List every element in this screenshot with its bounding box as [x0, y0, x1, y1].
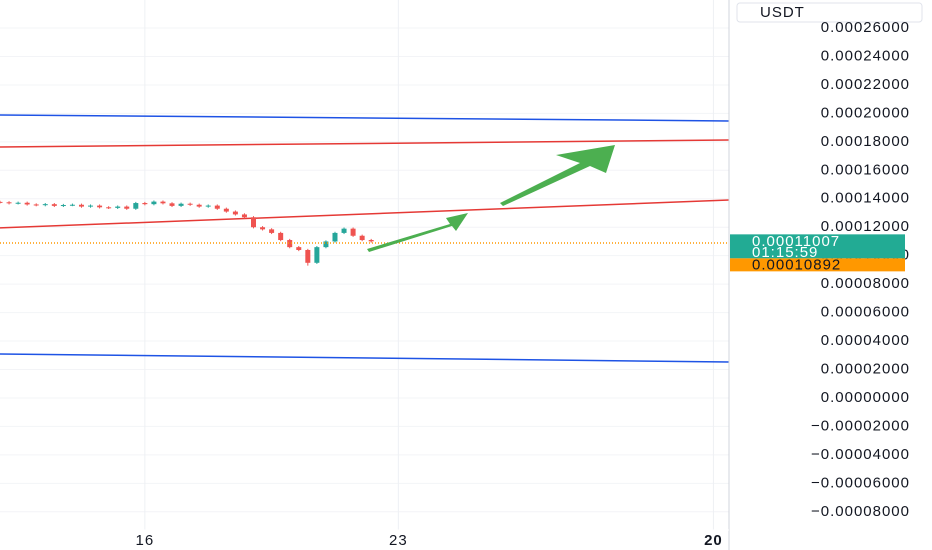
- y-tick-label: −0.00004000: [811, 446, 910, 463]
- price-tag-label: 0.00010892: [752, 256, 841, 273]
- candle-body: [169, 203, 175, 206]
- trendline: [0, 139, 730, 148]
- candle-body: [332, 232, 338, 242]
- y-tick-label: 0.00018000: [821, 133, 910, 150]
- candle-body: [305, 249, 311, 263]
- candle-body: [124, 206, 130, 209]
- candle-body: [160, 201, 166, 204]
- y-tick-label: 0.00014000: [821, 190, 910, 207]
- candle-body: [88, 205, 94, 207]
- candle-body: [278, 232, 284, 241]
- arrow: [367, 213, 468, 252]
- candle-body: [251, 217, 257, 228]
- y-tick-label: 0.00020000: [821, 104, 910, 121]
- candle-body: [196, 204, 202, 207]
- y-tick-label: −0.00006000: [811, 474, 910, 491]
- candle-body: [33, 204, 39, 206]
- candle-body: [214, 205, 220, 209]
- candle-body: [260, 227, 266, 230]
- candle-body: [269, 229, 275, 233]
- candle-body: [151, 201, 157, 205]
- price-tag-time: 01:15:59: [752, 244, 818, 261]
- y-tick-label: 0.00002000: [821, 360, 910, 377]
- candle-body: [341, 228, 347, 233]
- plot-area: [0, 0, 730, 530]
- price-tag-label: 0.00011007: [752, 233, 840, 250]
- y-tick-label: 0.00016000: [821, 161, 910, 178]
- candle-body: [15, 202, 21, 204]
- y-tick-label: 0.00006000: [821, 304, 910, 321]
- x-tick-label: 23: [389, 532, 408, 549]
- candle-body: [51, 204, 57, 206]
- y-tick-label: 0.00022000: [821, 76, 910, 93]
- y-tick-label: 0.00000000: [821, 389, 910, 406]
- y-tick-label: −0.00008000: [811, 503, 910, 520]
- candle-body: [187, 203, 193, 205]
- y-tick-label: 0.00008000: [821, 275, 910, 292]
- x-tick-label: 16: [136, 532, 155, 549]
- candle-body: [232, 211, 238, 215]
- candle-body: [42, 204, 48, 206]
- x-tick-label: 20: [704, 532, 723, 549]
- candle-body: [78, 204, 84, 207]
- y-tick-label: 0.00024000: [821, 47, 910, 64]
- candle-body: [24, 202, 30, 205]
- trendline: [0, 353, 730, 363]
- candle-body: [133, 203, 139, 209]
- candle-body: [6, 202, 12, 204]
- candle-body: [323, 241, 329, 248]
- candle-body: [0, 201, 3, 203]
- candle-body: [60, 205, 66, 207]
- candle-body: [287, 240, 293, 248]
- candle-body: [69, 204, 75, 206]
- candle-body: [368, 240, 374, 242]
- price-tag: [730, 258, 905, 272]
- arrow: [500, 145, 615, 206]
- trendline: [0, 199, 730, 229]
- candle-body: [178, 203, 184, 206]
- candle-body: [223, 208, 229, 212]
- candle-body: [241, 214, 247, 218]
- candle-body: [115, 206, 121, 208]
- y-tick-label: −0.00002000: [811, 417, 910, 434]
- unit-label: USDT: [760, 4, 805, 21]
- candle-body: [296, 247, 302, 250]
- y-tick-label: 0.00026000: [821, 19, 910, 36]
- trendline: [0, 114, 730, 122]
- candle-body: [314, 247, 320, 263]
- unit-box[interactable]: [736, 2, 923, 23]
- y-tick-label: 0.00012000: [821, 218, 910, 235]
- y-tick-label: 0.00004000: [821, 332, 910, 349]
- candle-body: [350, 228, 356, 236]
- candle-body: [97, 205, 103, 208]
- candle-body: [106, 207, 112, 209]
- candle-body: [205, 205, 211, 207]
- candle-body: [142, 203, 148, 205]
- candle-body: [359, 235, 365, 241]
- price-tag: [730, 234, 905, 259]
